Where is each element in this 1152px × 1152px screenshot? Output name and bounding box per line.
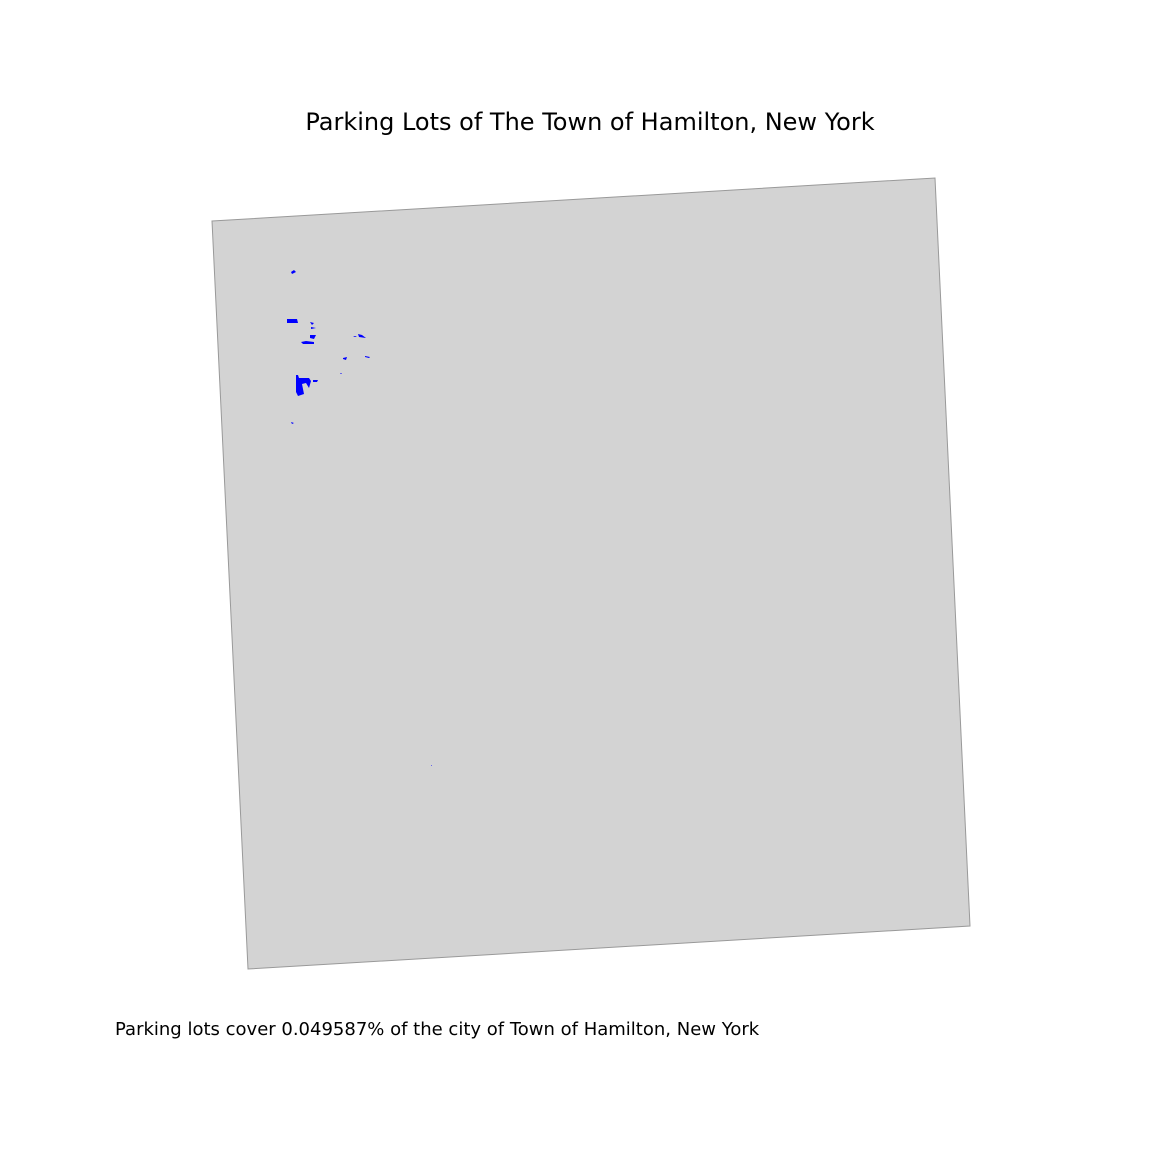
- parking-lot: [310, 335, 316, 339]
- parking-lot: [358, 334, 366, 338]
- parking-lot: [313, 380, 318, 382]
- parking-lot: [296, 375, 311, 396]
- parking-lot: [353, 336, 357, 337]
- parking-lots: [287, 270, 432, 766]
- parking-lot: [340, 373, 342, 374]
- coverage-caption: Parking lots cover 0.049587% of the city…: [115, 1019, 760, 1040]
- parking-lot: [301, 341, 314, 344]
- map-title: Parking Lots of The Town of Hamilton, Ne…: [305, 108, 875, 136]
- parking-lot: [291, 422, 294, 424]
- parking-lot: [310, 322, 314, 325]
- parking-lot: [291, 270, 296, 274]
- town-boundary: [211, 177, 971, 970]
- parking-lot: [311, 327, 316, 329]
- parking-lot: [343, 357, 347, 360]
- parking-lot: [431, 765, 432, 766]
- parking-lot: [287, 319, 298, 323]
- parking-lot: [365, 356, 370, 358]
